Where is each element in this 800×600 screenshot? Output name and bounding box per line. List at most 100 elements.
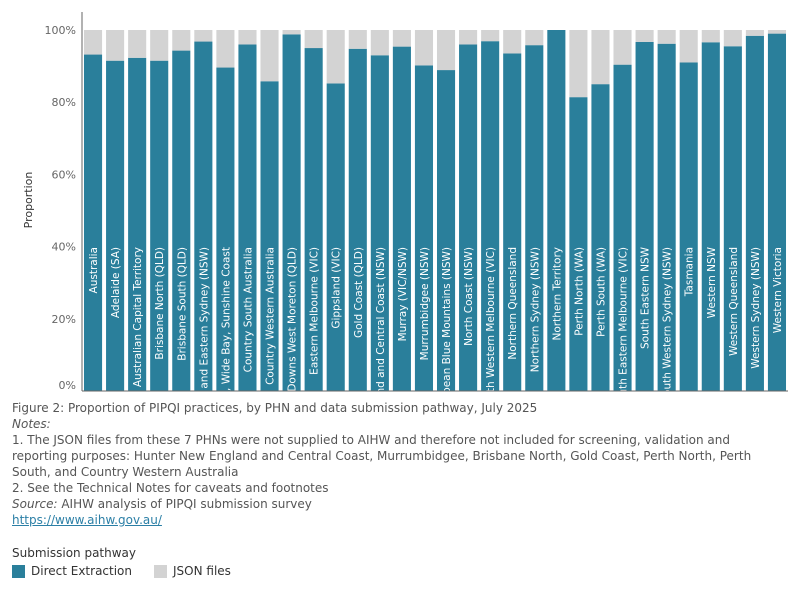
bar-direct-extraction[interactable] — [260, 81, 279, 391]
bar-direct-extraction[interactable] — [282, 34, 301, 391]
bar-json-files[interactable] — [657, 30, 676, 44]
bar-json-files[interactable] — [304, 30, 323, 49]
bar-direct-extraction[interactable] — [128, 57, 147, 392]
category-label: South Western Sydney (NSW) — [662, 247, 674, 400]
bar-json-files[interactable] — [348, 30, 367, 49]
bar-direct-extraction[interactable] — [150, 60, 169, 391]
bar-json-files[interactable] — [679, 30, 698, 63]
note-2: 2. See the Technical Notes for caveats a… — [12, 481, 329, 495]
category-label: Murrumbidgee (NSW) — [419, 247, 431, 360]
bar-json-files[interactable] — [194, 30, 213, 42]
bar-direct-extraction[interactable] — [238, 44, 257, 391]
bar-json-files[interactable] — [503, 30, 522, 54]
bar-json-files[interactable] — [150, 30, 169, 61]
category-label: Darling Downs West Moreton (QLD) — [287, 247, 299, 400]
bar-json-files[interactable] — [525, 30, 544, 46]
bar-direct-extraction[interactable] — [172, 50, 191, 391]
bar-direct-extraction[interactable] — [591, 84, 610, 392]
legend-item-json-files[interactable]: JSON files — [154, 564, 231, 578]
figure-caption: Figure 2: Proportion of PIPQI practices,… — [12, 400, 782, 528]
bar-direct-extraction[interactable] — [194, 41, 213, 392]
category-label: Gold Coast (QLD) — [353, 247, 365, 338]
category-label: Northern Sydney (NSW) — [529, 247, 541, 372]
bar-json-files[interactable] — [481, 30, 500, 42]
bar-direct-extraction[interactable] — [304, 48, 323, 392]
bar-direct-extraction[interactable] — [481, 41, 500, 391]
bar-json-files[interactable] — [723, 30, 742, 47]
category-label: Central Queensland, Wide Bay, Sunshine C… — [220, 247, 232, 400]
bar-json-files[interactable] — [459, 30, 478, 45]
bar-direct-extraction[interactable] — [657, 43, 676, 391]
y-tick-label: 0% — [59, 379, 76, 392]
bar-direct-extraction[interactable] — [348, 48, 367, 392]
category-label: Northern Queensland — [507, 247, 519, 360]
legend-label-json-files: JSON files — [173, 564, 231, 578]
source-line: Source: AIHW analysis of PIPQI submissio… — [12, 496, 782, 512]
category-label: Western Victoria — [772, 247, 784, 333]
legend-swatch-direct-extraction — [12, 564, 25, 578]
bar-direct-extraction[interactable] — [106, 60, 125, 391]
bar-direct-extraction[interactable] — [414, 65, 434, 391]
category-label: Hunter New England and Central Coast (NS… — [375, 247, 387, 400]
bar-json-files[interactable] — [128, 30, 147, 58]
bar-direct-extraction[interactable] — [569, 97, 588, 392]
bar-direct-extraction[interactable] — [547, 30, 566, 391]
legend-swatch-json-files — [154, 564, 168, 578]
category-label: Western NSW — [706, 246, 718, 318]
legend-item-direct-extraction[interactable]: Direct Extraction — [12, 564, 132, 578]
bar-json-files[interactable] — [392, 30, 411, 47]
bar-json-files[interactable] — [767, 30, 787, 34]
category-label: South Eastern NSW — [640, 246, 652, 349]
bar-json-files[interactable] — [282, 30, 301, 35]
bar-json-files[interactable] — [238, 30, 257, 45]
bar-json-files[interactable] — [745, 30, 764, 36]
category-label: Perth North (WA) — [573, 247, 585, 336]
category-label: Country Western Australia — [265, 247, 277, 385]
bar-json-files[interactable] — [701, 30, 720, 43]
figure-title: Figure 2: Proportion of PIPQI practices,… — [12, 401, 538, 415]
y-tick-label: 80% — [52, 96, 76, 109]
bar-direct-extraction[interactable] — [83, 54, 103, 392]
category-label: Perth South (WA) — [595, 247, 607, 337]
bar-direct-extraction[interactable] — [326, 83, 345, 392]
y-tick-label: 20% — [52, 313, 76, 326]
bar-direct-extraction[interactable] — [392, 46, 411, 392]
bar-direct-extraction[interactable] — [436, 70, 456, 391]
bar-json-files[interactable] — [216, 30, 235, 68]
category-label: Nepean Blue Mountains (NSW) — [441, 247, 453, 400]
category-label: Central and Eastern Sydney (NSW) — [198, 247, 210, 400]
note-1: 1. The JSON files from these 7 PHNs were… — [12, 433, 752, 479]
stacked-bar-chart: Proportion 0%20%40%60%80%100% Australia A… — [22, 12, 788, 400]
bar-json-files[interactable] — [172, 30, 191, 51]
bar-direct-extraction[interactable] — [613, 64, 632, 391]
bar-direct-extraction[interactable] — [370, 55, 389, 392]
y-tick-label: 60% — [52, 168, 76, 181]
bar-direct-extraction[interactable] — [701, 42, 720, 392]
legend: Submission pathway Direct Extraction JSO… — [12, 546, 253, 578]
category-label: North Western Melbourne (VIC) — [485, 247, 497, 400]
bar-direct-extraction[interactable] — [459, 44, 478, 391]
bar-json-files[interactable] — [635, 30, 654, 42]
bar-json-files[interactable] — [260, 30, 279, 82]
y-tick-label: 40% — [52, 241, 76, 254]
bar-direct-extraction[interactable] — [723, 46, 742, 391]
bar-json-files[interactable] — [414, 30, 434, 66]
bar-json-files[interactable] — [591, 30, 610, 85]
bar-direct-extraction[interactable] — [216, 67, 235, 391]
aihw-link[interactable]: https://www.aihw.gov.au/ — [12, 513, 162, 527]
bar-direct-extraction[interactable] — [679, 62, 698, 392]
bar-direct-extraction[interactable] — [635, 41, 654, 391]
bar-json-files[interactable] — [326, 30, 345, 84]
bar-json-files[interactable] — [83, 30, 103, 55]
bar-json-files[interactable] — [106, 30, 125, 61]
bar-direct-extraction[interactable] — [745, 35, 764, 391]
bar-json-files[interactable] — [613, 30, 632, 65]
bar-direct-extraction[interactable] — [503, 53, 522, 392]
bars-group: Australia Adelaide (SA) Australian Capital… — [83, 30, 787, 400]
bar-json-files[interactable] — [370, 30, 389, 56]
bar-json-files[interactable] — [436, 30, 456, 71]
bar-direct-extraction[interactable] — [525, 45, 544, 391]
bar-direct-extraction[interactable] — [767, 33, 787, 392]
bar-json-files[interactable] — [569, 30, 588, 98]
category-label: Northern Territory — [551, 247, 563, 340]
